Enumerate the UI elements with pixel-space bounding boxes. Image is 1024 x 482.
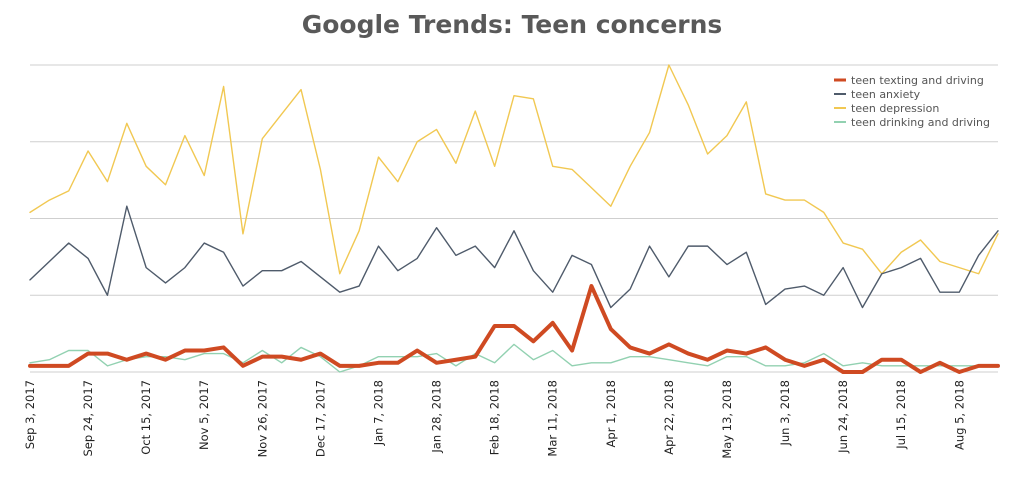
x-tick-label: Feb 18, 2018 — [488, 380, 502, 455]
gridlines — [30, 64, 998, 373]
x-tick-label: Apr 22, 2018 — [662, 380, 676, 455]
x-tick-label: Nov 26, 2017 — [255, 380, 269, 457]
x-tick-label: Jun 3, 2018 — [778, 380, 792, 447]
x-tick-label: Jul 15, 2018 — [894, 380, 908, 450]
legend-label: teen depression — [851, 102, 939, 115]
x-tick-label: Oct 15, 2017 — [139, 380, 153, 455]
chart-title: Google Trends: Teen concerns — [301, 10, 723, 39]
x-tick-label: Dec 17, 2017 — [313, 380, 327, 457]
x-tick-label: Mar 11, 2018 — [546, 380, 560, 457]
series-lines — [28, 64, 1000, 374]
x-tick-label: Sep 24, 2017 — [81, 380, 95, 457]
x-axis-ticks: Sep 3, 2017 Sep 24, 2017 Oct 15, 2017 Nov 5… — [23, 380, 966, 459]
x-tick-label: Nov 5, 2017 — [197, 380, 211, 450]
x-tick-label: Jun 24, 2018 — [836, 380, 850, 454]
x-tick-label: May 13, 2018 — [720, 380, 734, 459]
x-tick-label: Sep 3, 2017 — [23, 380, 37, 449]
x-tick-label: Jan 28, 2018 — [430, 380, 444, 454]
legend-label: teen texting and driving — [851, 74, 984, 87]
x-tick-label: Jan 7, 2018 — [371, 380, 385, 446]
x-tick-label: Apr 1, 2018 — [604, 380, 618, 447]
series-line-teen-texting-and-driving — [28, 284, 1000, 374]
series-line-teen-depression — [29, 64, 999, 275]
legend-label: teen drinking and driving — [851, 116, 990, 129]
series-line-teen-drinking-and-driving — [29, 343, 999, 373]
series-line-teen-anxiety — [29, 205, 999, 309]
x-tick-label: Aug 5, 2018 — [952, 380, 966, 450]
legend-label: teen anxiety — [851, 88, 921, 101]
